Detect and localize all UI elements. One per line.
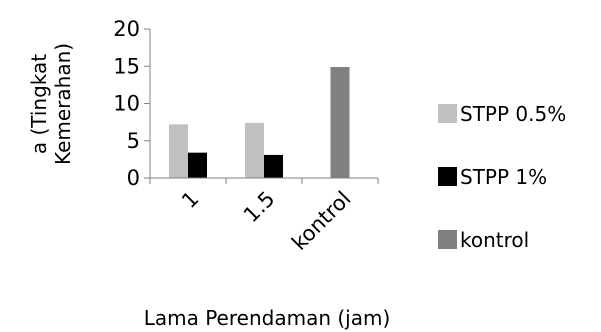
bar-stpp-1--1-5 xyxy=(264,154,283,178)
bar-stpp-0-5--1 xyxy=(169,124,188,178)
y-tick-label: 10 xyxy=(113,92,140,116)
bars xyxy=(169,66,350,178)
y-tick-label: 20 xyxy=(113,17,140,41)
y-tick-label: 0 xyxy=(127,166,140,190)
bar-kontrol-kontrol xyxy=(330,66,350,178)
legend: STPP 0.5% STPP 1% kontrol xyxy=(438,102,566,252)
x-tick-label: 1 xyxy=(177,187,203,213)
y-tick-label: 15 xyxy=(113,54,140,78)
bar-stpp-0-5--1-5 xyxy=(245,122,264,178)
x-tick-label: kontrol xyxy=(287,187,355,255)
legend-swatch xyxy=(438,104,457,123)
y-tick-label: 5 xyxy=(127,129,140,153)
y-axis-title: a (Tingkat Kemerahan) xyxy=(27,43,75,165)
legend-label: STPP 0.5% xyxy=(460,102,566,126)
bar-stpp-1--1 xyxy=(188,152,207,178)
y-axis-title-line-1: a (Tingkat xyxy=(27,54,51,154)
x-tick-label: 1.5 xyxy=(239,187,280,228)
legend-swatch xyxy=(438,167,457,186)
x-axis: 1 1.5 kontrol xyxy=(149,177,379,255)
x-axis-title: Lama Perendaman (jam) xyxy=(144,306,391,330)
y-axis-title-line-2: Kemerahan) xyxy=(51,43,75,165)
legend-label: STPP 1% xyxy=(460,165,547,189)
legend-swatch xyxy=(438,230,457,249)
legend-label: kontrol xyxy=(460,228,529,252)
y-axis: 0 5 10 15 20 xyxy=(113,17,151,190)
